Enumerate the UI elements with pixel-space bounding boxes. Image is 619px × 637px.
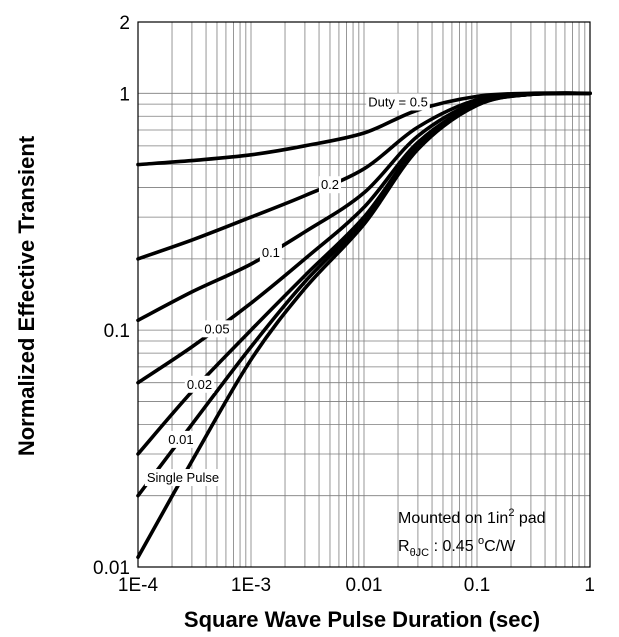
note-line1-superscript: 2 [508, 507, 514, 519]
svg-text:RθJC : 0.45 oC/W: RθJC : 0.45 oC/W [398, 535, 516, 559]
y-tick-label: 0.1 [104, 321, 130, 342]
series-label-background [259, 244, 282, 262]
series-label: 0.05 [204, 321, 229, 336]
series-label: 0.02 [187, 377, 212, 392]
series-label: Single Pulse [147, 470, 219, 485]
x-tick-label: 1E-4 [118, 575, 159, 596]
note-line1: Mounted on 1in [398, 510, 508, 527]
x-tick-label: 1E-3 [231, 575, 271, 596]
y-tick-label: 0.01 [93, 558, 130, 579]
series-label-background [166, 430, 196, 448]
note-degree: o [478, 535, 484, 547]
x-axis-title: Square Wave Pulse Duration (sec) [184, 607, 540, 632]
series-label-background [144, 469, 222, 487]
series-label-background [318, 176, 342, 194]
grid [137, 21, 590, 568]
x-tick-label: 0.1 [464, 575, 490, 596]
y-tick-label: 1 [119, 84, 130, 105]
tick-labels: 1E-4 1E-3 0.01 0.1 1 0.01 0.1 1 2 [93, 13, 595, 596]
series-label: 0.1 [262, 245, 280, 260]
mounting-note: Mounted on 1in2 pad RθJC : 0.45 oC/W [398, 507, 546, 559]
note-value: : 0.45 [429, 538, 478, 555]
svg-text:Mounted on 1in2 pad: Mounted on 1in2 pad [398, 507, 546, 527]
series-labels: Duty = 0.5 0.2 0.1 0.05 0.02 0.01 Single Pulse [144, 93, 430, 487]
note-r-symbol: R [398, 538, 410, 555]
note-line1-tail: pad [514, 510, 545, 527]
note-unit: C/W [484, 538, 516, 555]
note-r-subscript: θJC [410, 547, 430, 559]
series-label-background [202, 320, 232, 338]
series-label: Duty = 0.5 [368, 94, 428, 109]
y-tick-label: 2 [119, 13, 130, 34]
series-label-background [366, 93, 430, 111]
series-label: 0.01 [168, 432, 193, 447]
y-axis-title: Normalized Effective Transient [14, 135, 39, 456]
series-label: 0.2 [321, 177, 339, 192]
series-label-background [184, 375, 215, 393]
x-tick-label: 1 [584, 575, 595, 596]
series-line [136, 91, 592, 559]
x-tick-label: 0.01 [346, 575, 383, 596]
plot-frame [137, 21, 591, 568]
